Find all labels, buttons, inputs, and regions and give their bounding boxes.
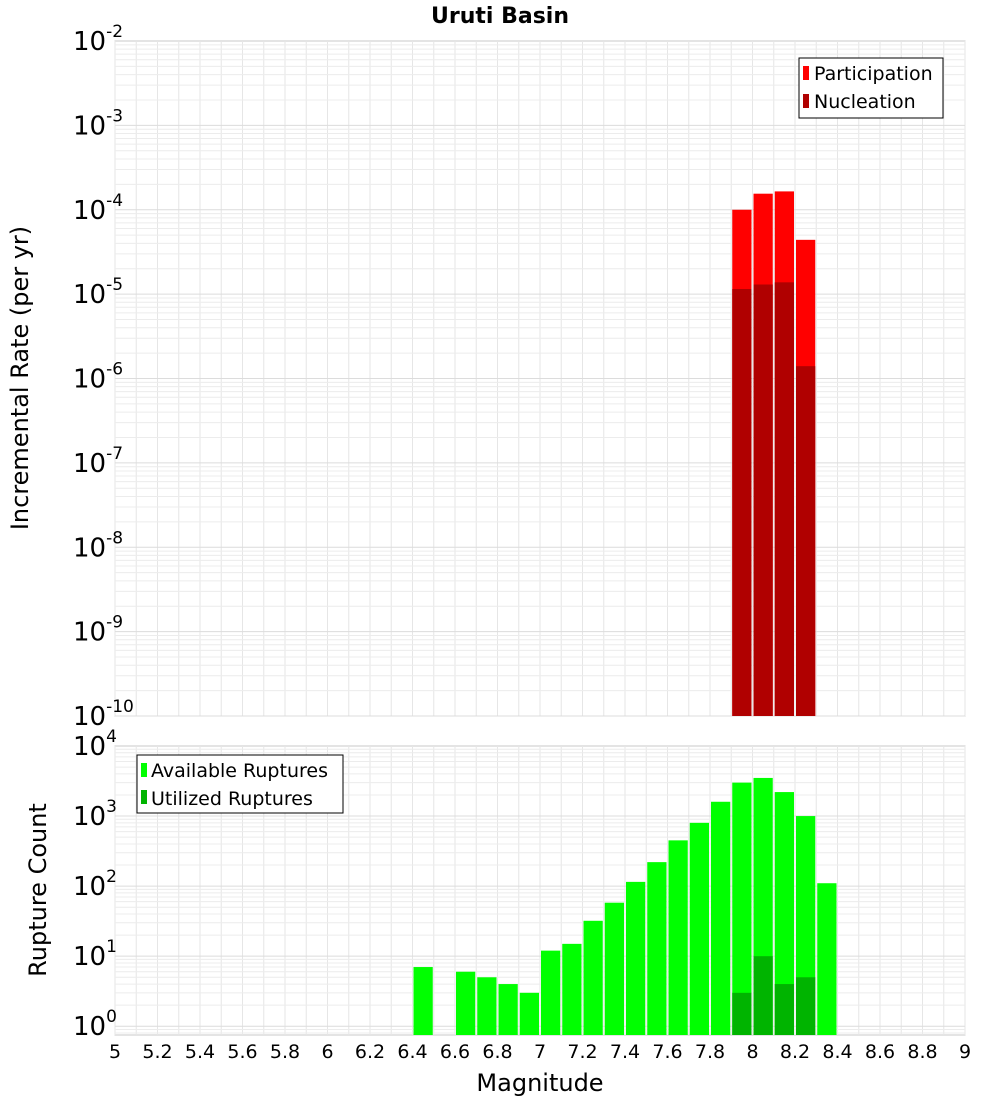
x-tick-label: 5.8 xyxy=(270,1041,300,1063)
y-tick-label: 101 xyxy=(73,937,117,972)
bar-utilized-ruptures xyxy=(732,992,752,1035)
bar-available-ruptures xyxy=(626,881,646,1035)
legend-label-utilized: Utilized Ruptures xyxy=(151,788,313,810)
bottom-y-tick-labels: 100 101 102 103 104 xyxy=(73,727,117,1042)
y-tick-label: 10-4 xyxy=(73,191,123,226)
bar-available-ruptures xyxy=(604,902,624,1035)
bar-nucleation xyxy=(753,284,773,716)
chart-title: Uruti Basin xyxy=(431,4,569,29)
y-tick-label: 10-6 xyxy=(73,360,123,395)
x-tick-label: 8.2 xyxy=(780,1041,810,1063)
bar-utilized-ruptures xyxy=(796,977,816,1035)
x-axis-label: Magnitude xyxy=(476,1069,603,1097)
x-tick-label: 7.8 xyxy=(695,1041,725,1063)
bar-utilized-ruptures xyxy=(774,984,794,1035)
x-tick-label: 5.6 xyxy=(227,1041,257,1063)
legend-swatch-utilized xyxy=(141,790,147,804)
x-tick-label: 6.4 xyxy=(397,1041,427,1063)
bottom-gridlines xyxy=(114,746,966,1035)
legend-swatch-participation xyxy=(803,66,809,80)
bottom-y-axis-label: Rupture Count xyxy=(24,803,52,977)
top-legend: Participation Nucleation xyxy=(798,57,944,119)
y-tick-label: 100 xyxy=(73,1007,117,1042)
legend-label-nucleation: Nucleation xyxy=(814,91,916,113)
y-tick-label: 10-10 xyxy=(73,697,134,732)
legend-swatch-available xyxy=(141,763,147,777)
bar-available-ruptures xyxy=(583,920,603,1035)
y-tick-label: 10-7 xyxy=(73,444,123,479)
legend-label-participation: Participation xyxy=(814,63,933,85)
top-bars xyxy=(732,191,816,717)
x-tick-label: 7 xyxy=(534,1041,546,1063)
x-tick-label: 7.6 xyxy=(652,1041,682,1063)
x-tick-label: 6.2 xyxy=(355,1041,385,1063)
bar-available-ruptures xyxy=(668,840,688,1035)
bar-available-ruptures xyxy=(456,971,476,1035)
x-tick-label: 6.8 xyxy=(482,1041,512,1063)
bar-available-ruptures xyxy=(519,992,539,1035)
y-tick-label: 10-8 xyxy=(73,528,123,563)
y-tick-label: 102 xyxy=(73,867,117,902)
top-y-tick-labels: 10-10 10-9 10-8 10-7 10-6 10-5 10-4 10-3 10-2 xyxy=(73,22,134,732)
x-tick-label: 8.8 xyxy=(907,1041,937,1063)
bottom-panel: 100 101 102 103 104 5 5.2 5.4 5.6 5.8 6 6.2 6.4 6.6 6… xyxy=(24,727,971,1097)
x-tick-label: 8.6 xyxy=(865,1041,895,1063)
bar-available-ruptures xyxy=(562,943,582,1035)
x-tick-label: 7.4 xyxy=(610,1041,640,1063)
top-legend-box xyxy=(798,57,944,119)
y-tick-label: 10-5 xyxy=(73,275,123,310)
x-tick-label: 5 xyxy=(109,1041,121,1063)
y-tick-label: 10-9 xyxy=(73,613,123,648)
x-tick-label: 8.4 xyxy=(822,1041,852,1063)
x-tick-label: 6.6 xyxy=(440,1041,470,1063)
bar-available-ruptures xyxy=(711,801,731,1035)
bar-nucleation xyxy=(732,289,752,716)
bar-available-ruptures xyxy=(689,822,709,1035)
x-tick-label: 9 xyxy=(959,1041,971,1063)
bottom-legend: Available Ruptures Utilized Ruptures xyxy=(136,754,344,814)
bar-available-ruptures xyxy=(817,883,837,1035)
bar-available-ruptures xyxy=(647,862,667,1035)
x-tick-label: 8 xyxy=(746,1041,758,1063)
y-tick-label: 103 xyxy=(73,797,117,832)
bar-available-ruptures xyxy=(498,984,518,1035)
x-tick-label: 7.2 xyxy=(567,1041,597,1063)
bar-nucleation xyxy=(774,282,794,716)
bar-available-ruptures xyxy=(477,977,497,1035)
x-tick-label: 5.4 xyxy=(185,1041,215,1063)
legend-swatch-nucleation xyxy=(803,94,809,108)
bar-available-ruptures xyxy=(541,950,561,1035)
top-panel: 10-10 10-9 10-8 10-7 10-6 10-5 10-4 10-3 10-2 In… xyxy=(6,22,966,732)
top-y-axis-label: Incremental Rate (per yr) xyxy=(6,226,34,530)
x-tick-label: 5.2 xyxy=(142,1041,172,1063)
x-tick-label: 6 xyxy=(321,1041,333,1063)
top-gridlines xyxy=(114,41,966,717)
bottom-legend-box xyxy=(136,754,344,814)
bar-available-ruptures xyxy=(413,967,433,1035)
y-tick-label: 10-2 xyxy=(73,22,123,57)
bar-available-ruptures xyxy=(774,792,794,1035)
legend-label-available: Available Ruptures xyxy=(151,760,328,782)
bar-utilized-ruptures xyxy=(753,956,773,1035)
y-tick-label: 10-3 xyxy=(73,106,123,141)
x-tick-labels: 5 5.2 5.4 5.6 5.8 6 6.2 6.4 6.6 6.8 7 7.2 7.4 7.6 7.8 8… xyxy=(109,1041,971,1063)
bar-nucleation xyxy=(796,366,816,716)
bottom-bars xyxy=(413,777,837,1035)
y-tick-label: 104 xyxy=(73,727,117,762)
bar-available-ruptures xyxy=(732,782,752,1035)
